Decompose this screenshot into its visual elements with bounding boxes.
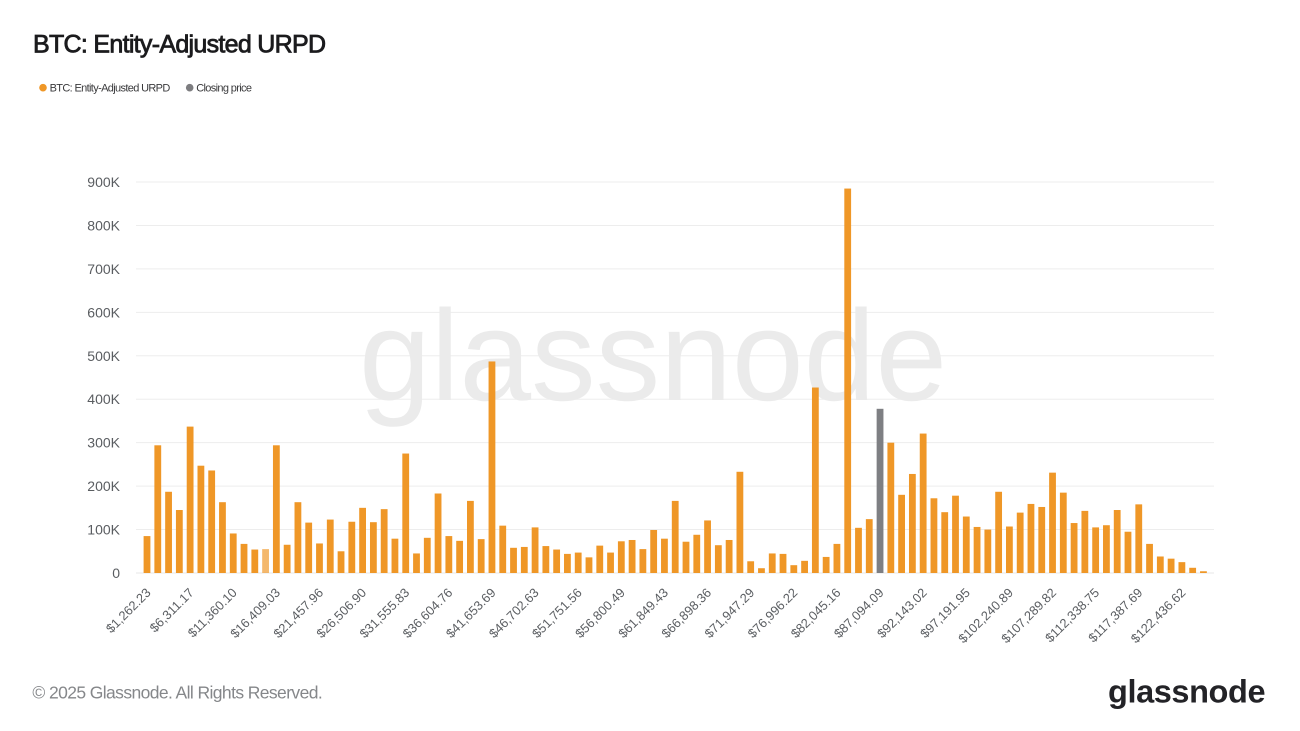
svg-text:200K: 200K [87, 478, 120, 494]
svg-text:glassnode: glassnode [1108, 674, 1265, 710]
svg-text:Closing price: Closing price [196, 82, 252, 94]
svg-text:glassnode: glassnode [359, 284, 947, 428]
svg-text:700K: 700K [87, 261, 120, 277]
svg-text:800K: 800K [87, 217, 120, 233]
svg-text:BTC: Entity-Adjusted URPD: BTC: Entity-Adjusted URPD [50, 82, 171, 94]
svg-text:900K: 900K [87, 174, 120, 190]
svg-text:100K: 100K [87, 522, 120, 538]
svg-text:300K: 300K [87, 435, 120, 451]
svg-text:BTC: Entity-Adjusted URPD: BTC: Entity-Adjusted URPD [33, 31, 325, 59]
svg-text:600K: 600K [87, 304, 120, 320]
svg-text:500K: 500K [87, 348, 120, 364]
svg-text:400K: 400K [87, 391, 120, 407]
svg-text:$1,262.23: $1,262.23 [103, 585, 154, 636]
svg-text:0: 0 [112, 565, 120, 581]
svg-text:© 2025 Glassnode. All Rights R: © 2025 Glassnode. All Rights Reserved. [32, 682, 322, 702]
